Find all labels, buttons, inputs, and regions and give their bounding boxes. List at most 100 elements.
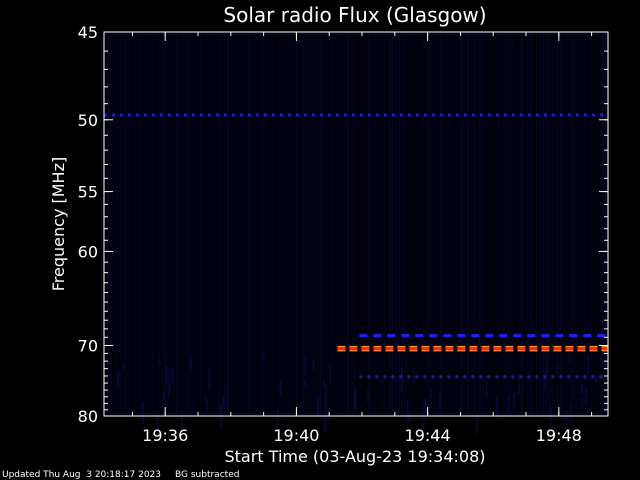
noise-streak xyxy=(556,364,559,375)
spectrogram-background xyxy=(104,32,608,435)
noise-column xyxy=(182,32,184,416)
noise-column xyxy=(254,32,256,416)
noise-column xyxy=(518,32,520,416)
x-tick-label: 19:40 xyxy=(273,426,319,445)
y-tick-label: 50 xyxy=(78,111,98,130)
noise-column xyxy=(563,32,565,416)
noise-column xyxy=(566,32,568,416)
noise-column xyxy=(593,32,595,416)
x-tick-label: 19:44 xyxy=(405,426,451,445)
noise-column xyxy=(428,32,430,416)
noise-column xyxy=(299,32,301,416)
noise-streak xyxy=(400,367,403,392)
noise-column xyxy=(584,32,586,416)
noise-column xyxy=(581,32,583,416)
noise-column xyxy=(284,32,286,416)
noise-streak xyxy=(141,401,144,425)
noise-streak xyxy=(439,393,442,414)
noise-column xyxy=(380,32,382,416)
noise-column xyxy=(143,32,145,416)
noise-column xyxy=(119,32,121,416)
noise-column xyxy=(449,32,451,416)
noise-column xyxy=(113,32,115,416)
noise-column xyxy=(500,32,502,416)
noise-streak xyxy=(424,397,427,415)
noise-streak xyxy=(366,388,369,405)
noise-column xyxy=(293,32,295,416)
noise-column xyxy=(212,32,214,416)
noise-column xyxy=(497,32,499,416)
noise-column xyxy=(551,32,553,416)
noise-streak xyxy=(568,353,571,363)
noise-streak xyxy=(324,406,327,433)
noise-column xyxy=(548,32,550,416)
noise-column xyxy=(371,32,373,416)
noise-column xyxy=(491,32,493,416)
noise-column xyxy=(257,32,259,416)
noise-streak xyxy=(595,375,598,384)
noise-column xyxy=(341,32,343,416)
noise-streak xyxy=(162,392,165,399)
noise-column xyxy=(374,32,376,416)
noise-streak xyxy=(316,395,319,418)
noise-column xyxy=(347,32,349,416)
noise-column xyxy=(122,32,124,416)
noise-column xyxy=(473,32,475,416)
noise-column xyxy=(323,32,325,416)
noise-streak xyxy=(587,354,590,377)
noise-column xyxy=(437,32,439,416)
noise-column xyxy=(128,32,130,416)
noise-column xyxy=(422,32,424,416)
noise-column xyxy=(188,32,190,416)
noise-column xyxy=(251,32,253,416)
noise-streak xyxy=(507,394,510,413)
noise-column xyxy=(353,32,355,416)
noise-column xyxy=(542,32,544,416)
noise-streak xyxy=(312,359,315,370)
noise-column xyxy=(482,32,484,416)
noise-column xyxy=(575,32,577,416)
noise-column xyxy=(170,32,172,416)
noise-column xyxy=(605,32,607,416)
noise-column xyxy=(158,32,160,416)
noise-streak xyxy=(565,410,568,430)
y-tick-label: 55 xyxy=(78,183,98,202)
noise-column xyxy=(332,32,334,416)
footer: Updated Thu Aug 3 20:18:17 2023 BG subtra… xyxy=(2,470,253,480)
noise-column xyxy=(602,32,604,416)
noise-column xyxy=(392,32,394,416)
noise-streak xyxy=(158,358,161,365)
plot-frame xyxy=(103,31,609,417)
noise-column xyxy=(134,32,136,416)
noise-column xyxy=(227,32,229,416)
noise-column xyxy=(287,32,289,416)
noise-column xyxy=(527,32,529,416)
noise-streak xyxy=(546,360,549,373)
noise-column xyxy=(272,32,274,416)
noise-column xyxy=(545,32,547,416)
noise-streak xyxy=(206,398,209,411)
noise-column xyxy=(578,32,580,416)
noise-column xyxy=(137,32,139,416)
y-tick-label: 45 xyxy=(78,23,98,42)
noise-streak xyxy=(569,402,572,424)
noise-streak xyxy=(429,388,432,404)
noise-column xyxy=(356,32,358,416)
noise-column xyxy=(278,32,280,416)
noise-column xyxy=(335,32,337,416)
noise-column xyxy=(200,32,202,416)
noise-column xyxy=(275,32,277,416)
noise-column xyxy=(176,32,178,416)
noise-streak xyxy=(262,353,265,360)
noise-column xyxy=(290,32,292,416)
noise-column xyxy=(260,32,262,416)
noise-column xyxy=(461,32,463,416)
noise-column xyxy=(248,32,250,416)
noise-column xyxy=(203,32,205,416)
noise-column xyxy=(488,32,490,416)
noise-column xyxy=(485,32,487,416)
noise-column xyxy=(401,32,403,416)
noise-streak xyxy=(276,408,279,429)
noise-streak xyxy=(580,383,583,394)
noise-column xyxy=(365,32,367,416)
